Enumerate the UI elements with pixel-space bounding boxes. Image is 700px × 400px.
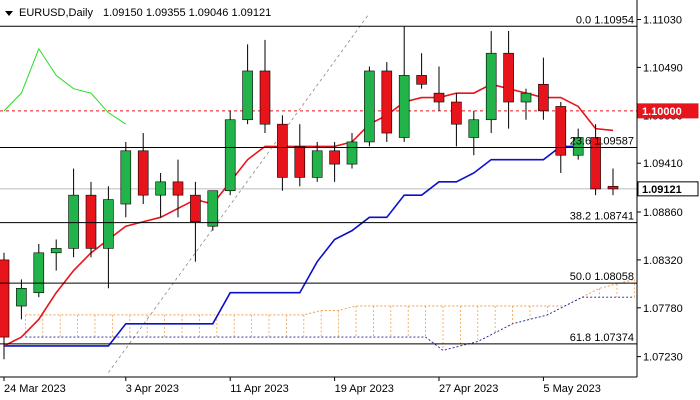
candle-body (155, 181, 166, 196)
candle-body (242, 70, 253, 121)
x-tick-label: 19 Apr 2023 (335, 383, 394, 395)
chart-symbol: EURUSD,Daily (19, 7, 93, 19)
candle-body (259, 70, 271, 125)
cloud-top-line (25, 278, 635, 316)
fib-level-label: 38.2 1.08741 (570, 211, 634, 223)
candle-body (398, 75, 410, 138)
candle-body (50, 248, 62, 254)
candle-body (277, 123, 288, 178)
kijun-line (4, 145, 579, 347)
candle-body (416, 75, 427, 85)
candle-body (207, 190, 219, 227)
candle-body (520, 92, 532, 103)
x-tick-label: 27 Apr 2023 (439, 383, 498, 395)
candle-body (503, 52, 514, 103)
candle-body (68, 194, 79, 249)
lagging-span-line (3, 47, 127, 125)
candle-body (485, 52, 497, 121)
resistance-price-label: 1.10000 (642, 106, 682, 118)
x-tick-label: 11 Apr 2023 (230, 383, 289, 395)
y-tick-label: 1.11030 (643, 15, 682, 27)
candle-body (172, 181, 184, 196)
candle-body (224, 119, 236, 192)
chart-ohlc: 1.09150 1.09355 1.09046 1.09121 (103, 7, 271, 19)
candle-body (451, 101, 462, 125)
candle-body (538, 83, 549, 112)
candle-body (0, 259, 10, 338)
candle-body (607, 185, 619, 190)
fib-level-label: 50.0 1.08058 (570, 271, 634, 283)
candle-body (33, 252, 45, 294)
candle-body (16, 287, 27, 307)
candle-body (294, 146, 306, 178)
y-tick-label: 1.08320 (643, 255, 683, 267)
resistance-price-box (637, 103, 699, 119)
candle-body (103, 199, 114, 249)
candle-body (433, 92, 445, 103)
y-tick-label: 1.09410 (643, 158, 683, 170)
y-tick-label: 1.07780 (643, 303, 683, 315)
dropdown-arrow-icon[interactable] (5, 11, 13, 16)
current-price-label: 1.09121 (642, 184, 682, 196)
x-tick-label: 3 Apr 2023 (126, 383, 179, 395)
candle-body (364, 70, 375, 143)
current-price-box (637, 181, 699, 197)
candle-body (468, 119, 480, 138)
candle-body (120, 150, 132, 205)
candle-body (137, 150, 149, 196)
candle-body (381, 70, 393, 134)
y-tick-label: 1.07230 (643, 352, 683, 364)
x-tick-label: 24 Mar 2023 (4, 383, 66, 395)
fib-level-label: 0.0 1.10954 (576, 14, 634, 26)
x-tick-label: 5 May 2023 (543, 383, 600, 395)
candle-body (329, 150, 340, 165)
candle-body (572, 137, 584, 156)
fib-level-label: 61.8 1.07374 (570, 332, 634, 344)
candle-body (555, 106, 567, 156)
y-tick-label: 1.08860 (643, 207, 683, 219)
candle-body (311, 150, 323, 178)
cloud-bottom-line (25, 296, 635, 351)
candle-body (590, 137, 601, 190)
y-tick-label: 1.10490 (643, 62, 683, 74)
candle-body (85, 194, 97, 249)
fib-level-label: 23.6 1.09587 (570, 136, 634, 148)
candle-body (190, 194, 201, 223)
candle-body (346, 141, 358, 165)
fib-trend-line (108, 13, 370, 373)
